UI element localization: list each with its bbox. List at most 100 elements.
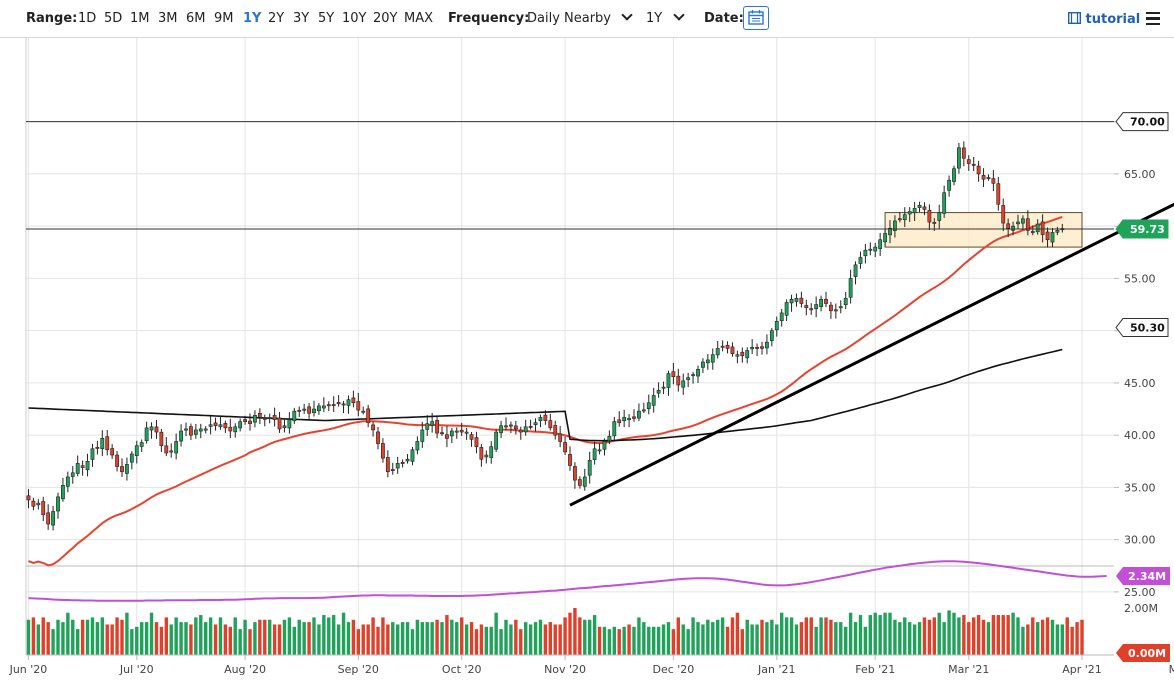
range-button-max[interactable]: MAX <box>404 11 434 26</box>
volume-bar <box>312 617 316 655</box>
volume-bar <box>528 624 533 655</box>
candle <box>1055 226 1060 236</box>
candle <box>282 418 287 433</box>
candle-body <box>449 430 454 437</box>
range-button-2y[interactable]: 2Y <box>268 11 285 26</box>
tutorial-link[interactable]: tutorial <box>1067 11 1140 27</box>
candle <box>587 451 592 484</box>
candle <box>208 416 213 435</box>
volume-bar <box>720 617 725 655</box>
range-button-3m[interactable]: 3M <box>158 11 178 26</box>
price-plot-area <box>26 38 1114 568</box>
candle <box>489 441 494 464</box>
candle <box>287 412 292 434</box>
candle-body <box>494 431 499 450</box>
candle <box>459 422 464 436</box>
candle-body <box>440 432 444 435</box>
candle <box>1006 218 1011 238</box>
hamburger-menu-icon[interactable] <box>1146 12 1160 26</box>
candle-body <box>90 448 95 460</box>
candle-body <box>469 434 474 440</box>
candle-body <box>267 417 272 419</box>
volume-bar <box>971 617 976 655</box>
candle-body <box>661 386 666 389</box>
volume-bar <box>322 615 326 655</box>
candle-body <box>902 214 907 221</box>
candle-body <box>297 409 302 412</box>
volume-bar <box>937 612 941 655</box>
volume-zero-badge-text: 0.00M <box>1128 647 1166 660</box>
candle-body <box>410 449 415 462</box>
candle <box>518 426 523 440</box>
date-picker-button[interactable] <box>743 6 769 30</box>
range-button-9m[interactable]: 9M <box>214 11 234 26</box>
range-button-10y[interactable]: 10Y <box>342 11 367 26</box>
volume-bar <box>888 612 892 655</box>
range-button-3y[interactable]: 3Y <box>293 11 310 26</box>
volume-bar <box>223 624 228 655</box>
candle <box>824 291 828 308</box>
candle-body <box>1001 205 1006 224</box>
candle <box>115 451 119 472</box>
candle-body <box>321 405 326 409</box>
candle <box>430 412 435 433</box>
candle-body <box>459 429 464 433</box>
candle <box>125 457 129 481</box>
candle <box>356 392 361 417</box>
frequency-select[interactable]: Daily Nearby <box>527 9 634 26</box>
range-button-5d[interactable]: 5D <box>104 11 123 26</box>
candle <box>46 504 51 530</box>
candle <box>218 415 223 430</box>
y-tick-label: 40.00 <box>1124 429 1156 442</box>
candle-body <box>193 429 198 435</box>
candle <box>676 368 681 392</box>
volume-bar <box>597 626 602 655</box>
volume-bar <box>499 629 503 655</box>
candle-body <box>248 420 252 424</box>
candle <box>184 422 188 437</box>
volume-bar <box>617 629 621 655</box>
range-button-5y[interactable]: 5Y <box>318 11 335 26</box>
volume-bar <box>494 612 498 655</box>
range-button-20y[interactable]: 20Y <box>373 11 398 26</box>
candle-body <box>558 433 563 442</box>
volume-bar <box>898 622 902 655</box>
candle <box>922 202 927 216</box>
candle <box>651 387 656 413</box>
volume-bar <box>651 626 656 655</box>
volume-bar <box>681 624 685 655</box>
range-button-6m[interactable]: 6M <box>186 11 206 26</box>
volume-bar <box>469 622 474 655</box>
candle <box>390 462 395 475</box>
candle-body <box>735 354 740 357</box>
volume-bar <box>853 622 858 655</box>
range-button-1m[interactable]: 1M <box>130 11 150 26</box>
candle <box>41 496 46 522</box>
period-select[interactable]: 1Y <box>646 9 685 26</box>
candle <box>120 458 124 477</box>
candle <box>253 410 257 428</box>
candle-body <box>430 421 435 426</box>
range-button-1d[interactable]: 1D <box>78 11 97 26</box>
volume-bar <box>327 617 331 655</box>
candle <box>400 459 405 468</box>
candle-body <box>922 206 927 210</box>
volume-bar <box>336 624 341 655</box>
candle <box>233 423 238 438</box>
volume-bar <box>824 617 828 655</box>
volume-bar <box>504 619 508 655</box>
volume-bar <box>31 617 36 655</box>
candle-body <box>666 373 671 388</box>
candle <box>730 342 735 357</box>
volume-bar <box>976 615 981 655</box>
candle <box>504 417 508 431</box>
volume-bar <box>839 622 843 655</box>
candle-body <box>641 409 646 412</box>
range-button-1y[interactable]: 1Y <box>243 11 262 26</box>
volume-bar <box>947 610 951 655</box>
volume-bar <box>957 617 961 655</box>
candle <box>302 403 307 414</box>
volume-bar <box>455 622 459 655</box>
last-price-badge-shape <box>1115 219 1169 239</box>
volume-bar <box>573 608 577 655</box>
